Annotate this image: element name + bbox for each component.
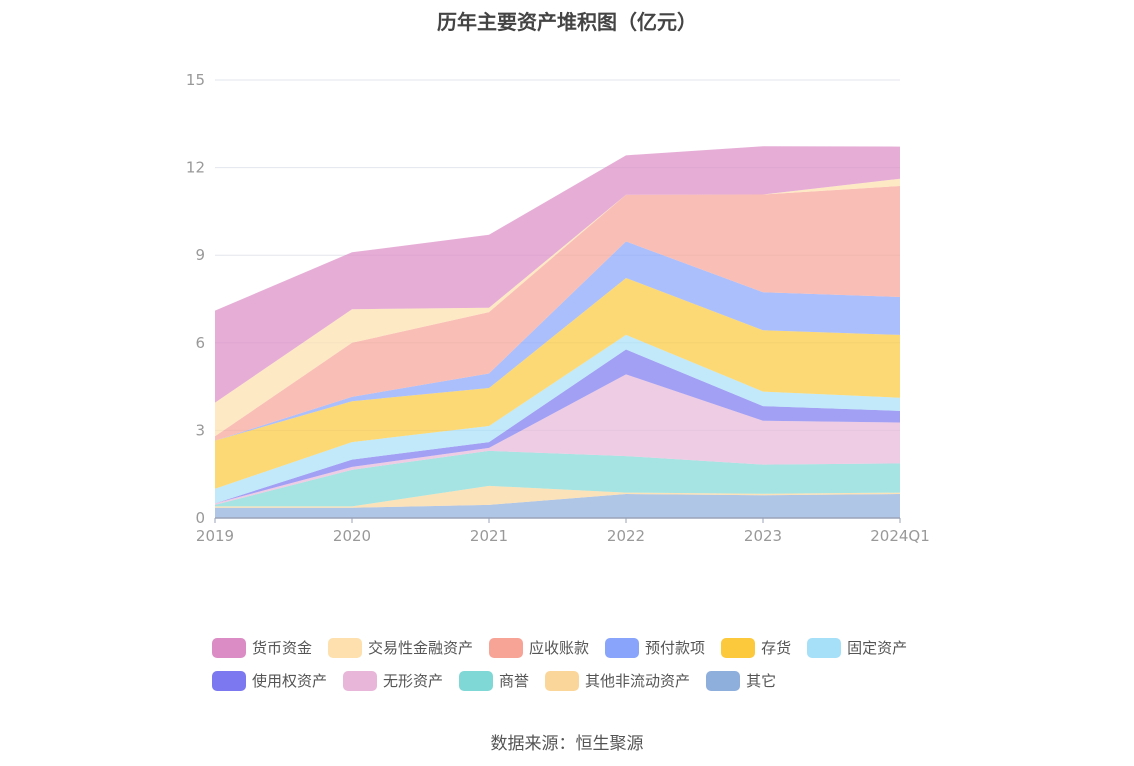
legend-swatch-icon — [605, 637, 640, 658]
area-series-10[interactable] — [215, 146, 900, 403]
area-series-1[interactable] — [215, 485, 900, 508]
legend-swatch-icon — [545, 670, 580, 691]
legend-label: 使用权资产 — [252, 672, 328, 690]
legend-item[interactable]: 应收账款 — [489, 637, 589, 658]
legend-swatch-icon — [212, 637, 246, 658]
legend-swatch-icon — [459, 670, 494, 691]
legend-label: 存货 — [761, 639, 792, 657]
legend-item[interactable]: 无形资产 — [343, 670, 443, 691]
legend-swatch-icon — [489, 637, 524, 658]
x-tick-label: 2022 — [607, 527, 645, 545]
legend-swatch-icon — [721, 637, 756, 658]
legend-row-2: 使用权资产 无形资产 商誉 其他非流动资产 其它 — [212, 664, 972, 697]
legend-swatch-icon — [807, 637, 842, 658]
legend-item[interactable]: 其它 — [706, 670, 776, 691]
legend-item[interactable]: 固定资产 — [807, 637, 907, 658]
y-tick-label: 3 — [195, 421, 205, 439]
axis-layer: 0 3 6 9 12 15 2019 2020 2021 2022 2023 2024Q1 — [186, 71, 930, 545]
area-layer — [215, 146, 900, 518]
legend-label: 应收账款 — [529, 639, 590, 657]
legend-label: 交易性金融资产 — [368, 639, 474, 657]
y-tick-label: 12 — [186, 159, 205, 177]
legend-item[interactable]: 交易性金融资产 — [328, 637, 473, 658]
source-note: 数据来源：恒生聚源 — [490, 734, 644, 754]
legend-label: 货币资金 — [252, 639, 313, 657]
x-tick-label: 2019 — [196, 527, 234, 545]
legend-item[interactable]: 使用权资产 — [212, 670, 327, 691]
x-tick-label: 2023 — [744, 527, 782, 545]
legend-label: 固定资产 — [847, 639, 908, 657]
legend-swatch-icon — [343, 670, 378, 691]
area-series-3[interactable] — [215, 374, 900, 505]
legend-item[interactable]: 存货 — [721, 637, 791, 658]
area-series-2[interactable] — [215, 450, 900, 507]
area-series-7[interactable] — [215, 241, 900, 441]
x-tick-label: 2021 — [470, 527, 508, 545]
y-tick-label: 0 — [195, 509, 205, 527]
legend-item[interactable]: 货币资金 — [212, 637, 312, 658]
y-tick-label: 9 — [195, 246, 205, 264]
legend-swatch-icon — [328, 637, 363, 658]
chart-title: 历年主要资产堆积图（亿元） — [437, 10, 697, 34]
legend-item[interactable]: 商誉 — [459, 670, 529, 691]
legend-swatch-icon — [706, 670, 741, 691]
legend: 货币资金 交易性金融资产 应收账款 预付款项 存货 固定资产 使用权资产 无形资产 商誉 其他非… — [212, 631, 972, 697]
y-tick-label: 6 — [195, 334, 205, 352]
area-series-0[interactable] — [215, 494, 900, 518]
x-tick-label: 2024Q1 — [870, 527, 930, 545]
area-series-8[interactable] — [215, 185, 900, 441]
x-tick-label: 2020 — [333, 527, 371, 545]
stacked-area-chart: 0 3 6 9 12 15 2019 2020 2021 2022 2023 2024Q1 — [186, 71, 930, 545]
legend-label: 商誉 — [499, 672, 530, 690]
legend-label: 其他非流动资产 — [585, 672, 691, 690]
legend-label: 其它 — [746, 672, 777, 690]
legend-row-1: 货币资金 交易性金融资产 应收账款 预付款项 存货 固定资产 — [212, 631, 972, 664]
legend-label: 无形资产 — [383, 672, 444, 690]
area-series-6[interactable] — [215, 277, 900, 489]
legend-item[interactable]: 预付款项 — [605, 637, 705, 658]
legend-label: 预付款项 — [645, 639, 706, 657]
y-tick-label: 15 — [186, 71, 205, 89]
legend-item[interactable]: 其他非流动资产 — [545, 670, 690, 691]
legend-swatch-icon — [212, 670, 246, 691]
